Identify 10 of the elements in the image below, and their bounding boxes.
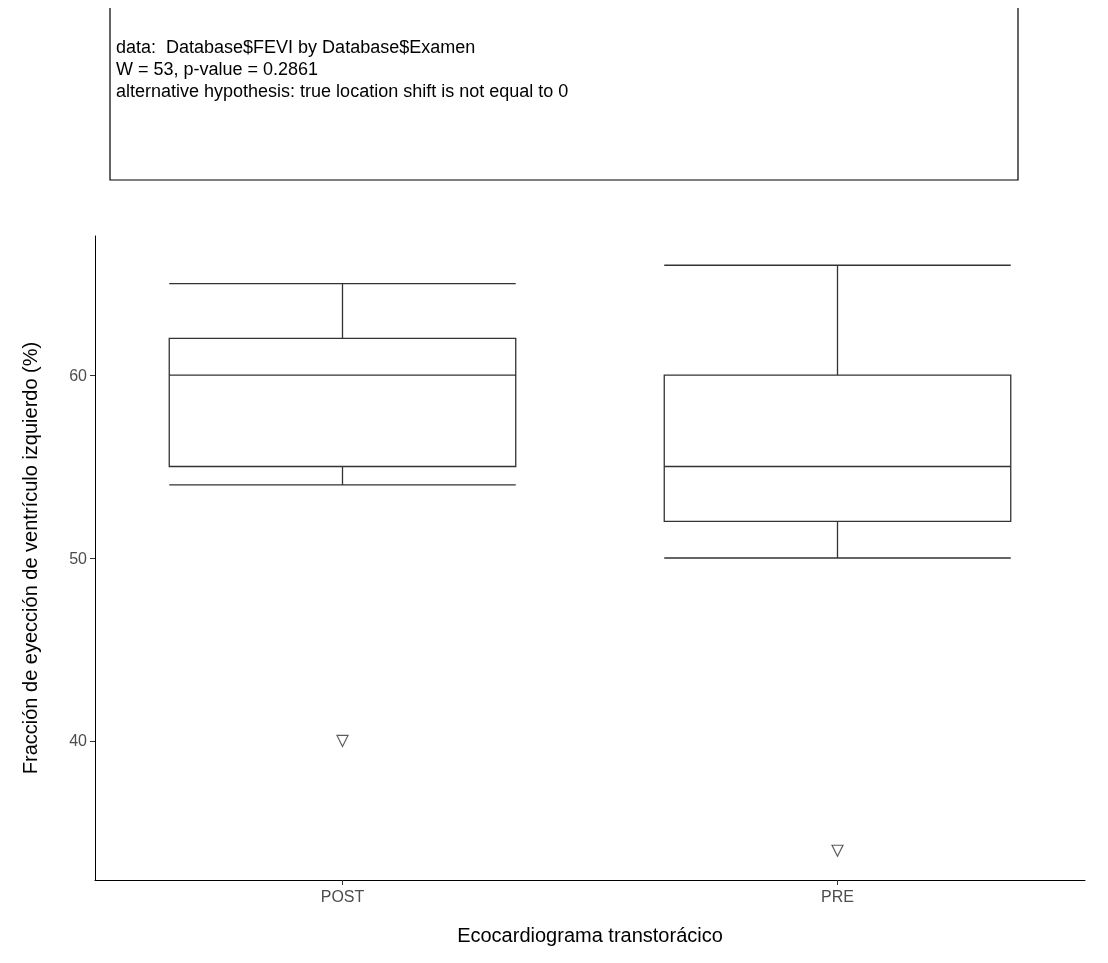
x-tick-label: POST bbox=[320, 887, 365, 905]
x-axis-title: Ecocardiograma transtorácico bbox=[457, 924, 723, 946]
y-tick-label: 50 bbox=[69, 549, 88, 567]
text: alternative hypothesis: true location shift is not equal to 0 bbox=[116, 81, 569, 101]
y-axis-title: Fracción de eyección de ventrículo izquierdo (%) bbox=[19, 341, 41, 775]
y-tick-label: 60 bbox=[69, 366, 88, 384]
text: data: Database$FEVI by Database$Examen bbox=[116, 37, 476, 57]
text: W = 53, p-value = 0.2861 bbox=[116, 59, 319, 79]
y-tick-label: 40 bbox=[69, 732, 88, 750]
x-tick-label: PRE bbox=[821, 887, 854, 905]
